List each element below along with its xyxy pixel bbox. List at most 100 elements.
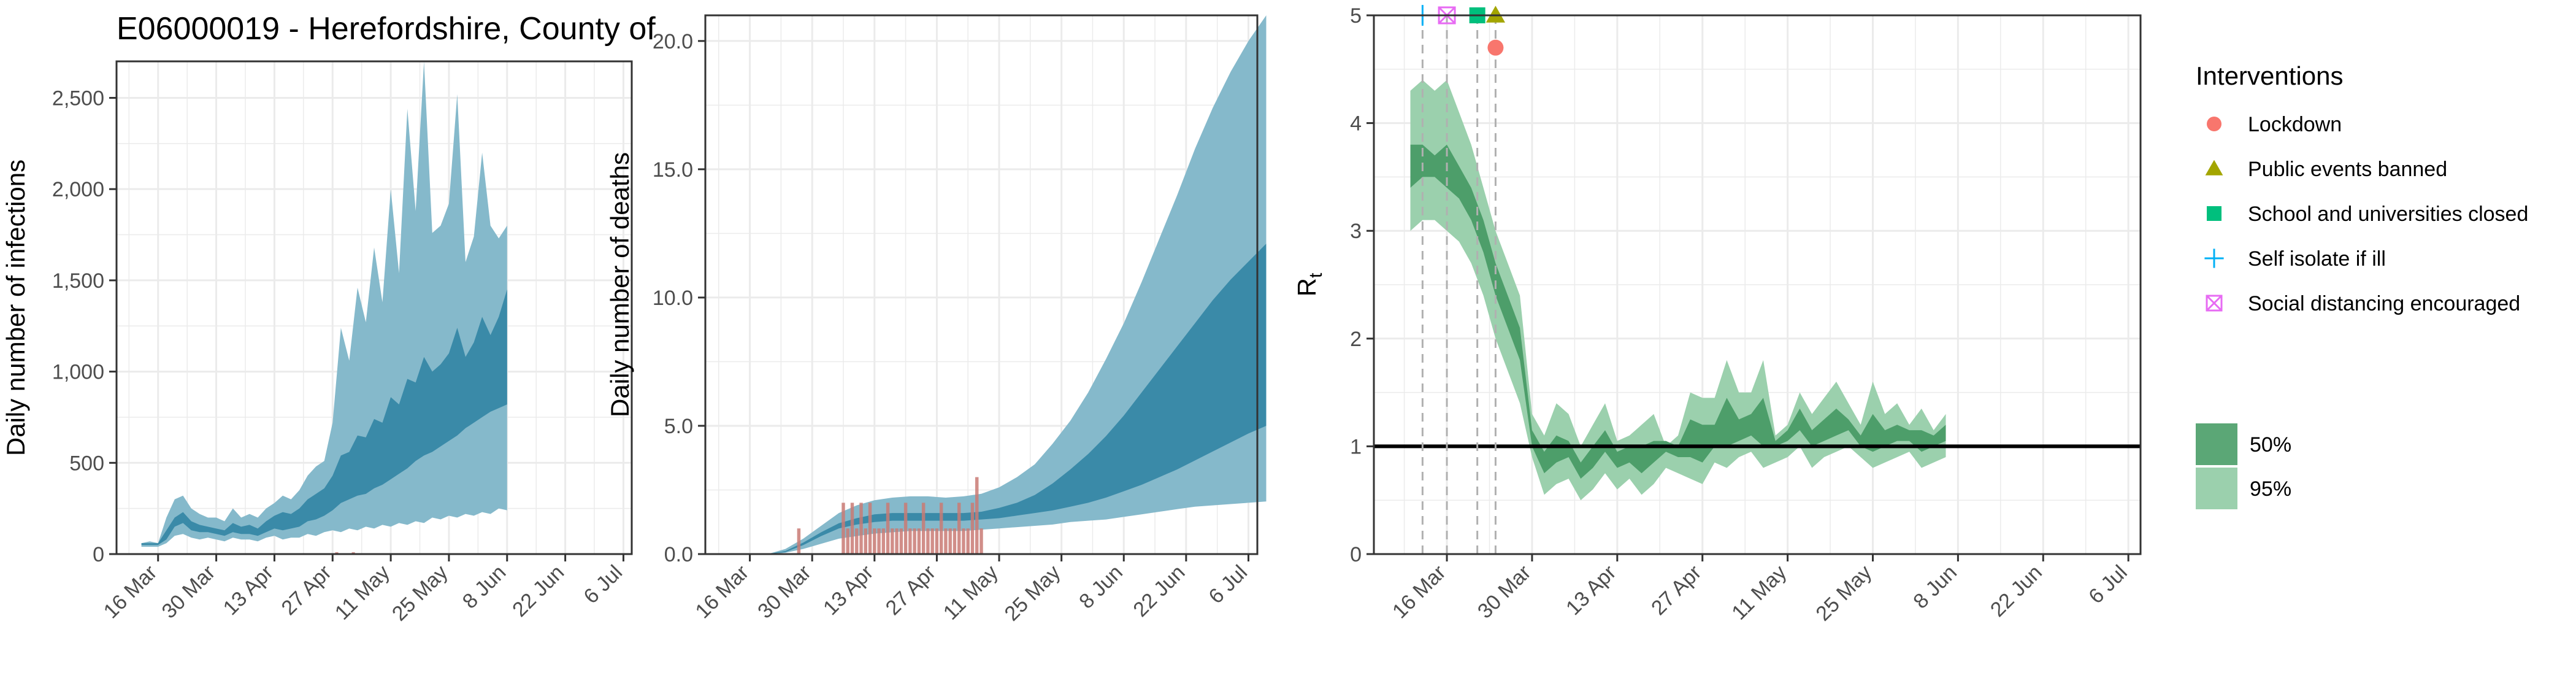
y-tick-label: 10.0 (653, 287, 693, 310)
intervention-marker-triangle (1485, 6, 1506, 23)
y-tick-label: 20.0 (653, 30, 693, 53)
plot-border (704, 14, 1259, 555)
x-tick-label: 11 May (939, 561, 1003, 625)
y-axis: 0.0 5.0 10.0 15.0 20.0 (653, 30, 705, 566)
legend-key-plus (2204, 249, 2224, 268)
band-50pct (1410, 144, 1946, 479)
x-tick-label: 30 Mar (158, 561, 220, 623)
observed-bar (881, 528, 886, 554)
observed-bar (926, 528, 930, 554)
x-tick-label: 11 May (331, 561, 394, 625)
legend-title: Interventions (2196, 61, 2343, 90)
x-tick-label: 25 May (1811, 561, 1876, 626)
x-tick-label: 6 Jul (579, 561, 627, 609)
figure-title: E06000019 - Herefordshire, County of (117, 11, 656, 47)
y-tick-label: 1,500 (52, 269, 104, 293)
observed-bar (850, 503, 854, 554)
y-tick-label: 5 (1350, 4, 1362, 28)
band-95pct (1410, 80, 1946, 501)
x-tick-label: 27 Apr (881, 561, 940, 620)
y-tick-label: 15.0 (653, 158, 693, 182)
observed-bar (953, 528, 957, 554)
legend-key-triangle (2205, 160, 2223, 175)
plot-border (1373, 14, 2142, 555)
observed-bar (855, 528, 859, 554)
legend: Interventions Lockdown Public events banne… (2196, 61, 2528, 509)
y-tick-label: 3 (1350, 220, 1362, 243)
intervention-markers (1412, 5, 1506, 554)
x-tick-label: 13 Apr (219, 561, 278, 620)
x-tick-label: 25 May (1000, 561, 1065, 626)
observed-bar (899, 528, 903, 554)
x-tick-label: 8 Jun (1075, 561, 1127, 614)
y-tick-label: 2 (1350, 328, 1362, 351)
observed-bar (868, 503, 872, 554)
observed-bar (975, 477, 979, 554)
observed-bars (797, 477, 983, 554)
observed-bar (903, 503, 908, 554)
band-50pct (141, 289, 507, 545)
legend-key-boxcross (2206, 295, 2223, 312)
observed-bar (841, 503, 845, 554)
observed-bar (797, 528, 801, 554)
observed-bar (970, 503, 975, 554)
observed-bar (962, 528, 965, 554)
legend-label: Social distancing encouraged (2248, 292, 2520, 315)
x-tick-label: 13 Apr (1562, 561, 1620, 620)
y-axis-title: Daily number of deaths (605, 152, 634, 417)
observed-bar (877, 528, 881, 554)
y-axis-title: Daily number of infections (1, 160, 30, 456)
x-tick-label: 16 Mar (1388, 561, 1451, 623)
observed-bar (886, 503, 890, 554)
observed-bar (864, 528, 868, 554)
legend-label: School and universities closed (2248, 202, 2528, 226)
y-tick-label: 0.0 (664, 543, 693, 566)
observed-bar (948, 528, 952, 554)
y-tick-label: 5.0 (664, 415, 693, 438)
y-axis: 0 500 1,000 1,500 2,000 2,500 (52, 87, 117, 566)
x-tick-label: 13 Apr (819, 561, 878, 620)
observed-bar (917, 528, 921, 554)
intervention-marker-circle (1487, 39, 1504, 56)
x-tick-label: 11 May (1727, 561, 1791, 625)
band-50pct (767, 244, 1267, 554)
boxcross-box (2206, 295, 2223, 312)
legend-key-square (2207, 206, 2221, 221)
x-tick-label: 25 May (388, 561, 453, 626)
observed-bar (939, 503, 943, 554)
plot-border (115, 60, 633, 555)
observed-bar (979, 528, 983, 554)
x-tick-label: 6 Jul (2084, 561, 2132, 609)
legend-label: Self isolate if ill (2248, 247, 2386, 271)
y-tick-label: 2,000 (52, 178, 104, 201)
observed-bar (957, 503, 961, 554)
x-tick-label: 6 Jul (1204, 561, 1252, 609)
observed-bar (935, 528, 939, 554)
y-tick-label: 4 (1350, 112, 1362, 136)
x-tick-label: 22 Jun (1986, 561, 2047, 622)
legend-ci-label: 50% (2250, 433, 2291, 457)
y-axis-title-subscript: t (1306, 272, 1326, 278)
x-tick-label: 22 Jun (1129, 561, 1189, 622)
boxcross-d2 (2206, 295, 2223, 312)
x-tick-label: 27 Apr (1647, 561, 1706, 620)
x-tick-label: 8 Jun (1909, 561, 1961, 614)
observed-bar (930, 528, 934, 554)
x-tick-label: 16 Mar (691, 561, 754, 623)
observed-bar (913, 528, 916, 554)
observed-bar (873, 528, 876, 554)
x-tick-label: 16 Mar (99, 561, 162, 623)
y-tick-label: 0 (93, 543, 104, 566)
y-tick-label: 2,500 (52, 87, 104, 110)
observed-bar (846, 528, 849, 554)
y-tick-label: 0 (1350, 543, 1362, 566)
y-tick-label: 500 (69, 452, 104, 475)
observed-bar (921, 503, 926, 554)
legend-label: Public events banned (2248, 158, 2447, 181)
legend-label: Lockdown (2248, 113, 2342, 136)
